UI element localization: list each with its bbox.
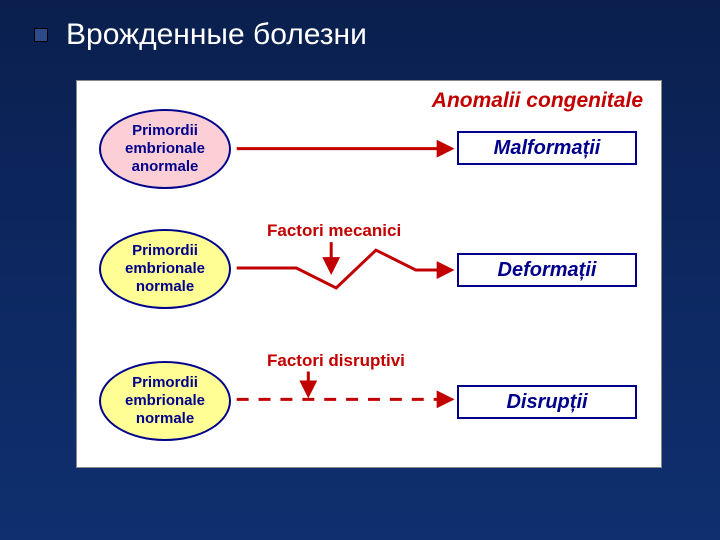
ellipse-line: embrionale (125, 392, 205, 410)
result-disruptii: Disrupții (457, 385, 637, 419)
diagram: Anomalii congenitale Primordii embrional… (76, 80, 662, 468)
ellipse-line: Primordii (125, 374, 205, 392)
ellipse-line: Primordii (125, 242, 205, 260)
ellipse-anormal: Primordii embrionale anormale (99, 109, 231, 189)
ellipse-line: normale (125, 278, 205, 296)
ellipse-normal-2: Primordii embrionale normale (99, 361, 231, 441)
slide-title: Врожденные болезни (66, 18, 367, 52)
result-malformatii: Malformații (457, 131, 637, 165)
factor-disruptive: Factori disruptivi (267, 351, 405, 371)
factor-mechanical: Factori mecanici (267, 221, 401, 241)
bullet-icon (34, 28, 48, 42)
result-deformatii: Deformații (457, 253, 637, 287)
ellipse-line: anormale (125, 158, 205, 176)
ellipse-line: normale (125, 410, 205, 428)
ellipse-line: embrionale (125, 260, 205, 278)
ellipse-normal-1: Primordii embrionale normale (99, 229, 231, 309)
ellipse-line: embrionale (125, 140, 205, 158)
diagram-header: Anomalii congenitale (432, 89, 643, 113)
ellipse-line: Primordii (125, 122, 205, 140)
slide-title-row: Врожденные болезни (34, 18, 367, 52)
